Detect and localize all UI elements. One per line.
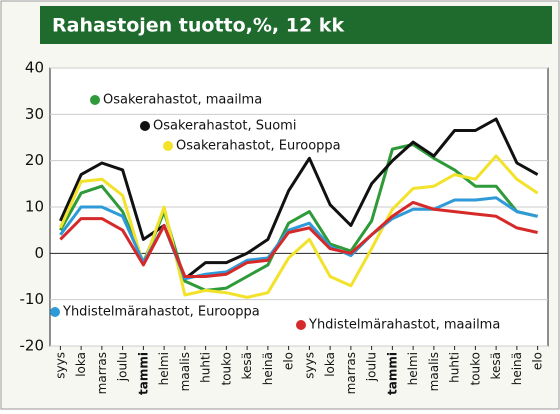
y-tick-label: 30 [25, 105, 44, 123]
x-tick-label: loka [74, 352, 88, 377]
legend-marker [50, 307, 60, 317]
x-tick-label: touko [219, 352, 233, 386]
x-tick-label: tammi [385, 352, 399, 395]
x-tick-label: syys [53, 352, 67, 379]
legend-label: Osakerahastot, Eurooppa [176, 139, 341, 154]
legend-marker [163, 141, 173, 151]
x-tick-label: helmi [157, 352, 171, 385]
y-tick-label: 0 [34, 244, 44, 262]
y-tick-label: -10 [20, 290, 45, 308]
x-tick-label: helmi [406, 352, 420, 385]
series-line [59, 117, 539, 281]
x-tick-label: joulu [365, 352, 379, 382]
x-tick-label: marras [95, 352, 109, 394]
x-tick-label: heinä [261, 352, 275, 385]
x-tick-label: huhti [448, 352, 462, 383]
x-tick-label: syys [302, 352, 316, 379]
x-tick-label: touko [468, 352, 482, 386]
legend-label: Osakerahastot, maailma [103, 93, 262, 108]
legend-label: Yhdistelmärahastot, Eurooppa [62, 305, 260, 320]
x-tick-label: maalis [427, 352, 441, 391]
series-line [59, 196, 538, 281]
x-tick-label: tammi [136, 352, 150, 395]
legend-marker [140, 121, 150, 131]
series-line [59, 200, 538, 278]
legend-label: Yhdistelmärahastot, maailma [308, 318, 500, 333]
x-tick-label: kesä [489, 352, 503, 380]
chart-title: Rahastojen tuotto,%, 12 kk [52, 15, 344, 37]
x-tick-label: joulu [116, 352, 130, 382]
y-tick-label: -20 [20, 337, 45, 355]
y-tick-label: 40 [25, 59, 44, 77]
x-tick-label: huhti [199, 352, 213, 383]
title-box [40, 6, 552, 44]
x-tick-label: maalis [178, 352, 192, 391]
x-tick-label: loka [323, 352, 337, 377]
legend-label: Osakerahastot, Suomi [153, 119, 296, 134]
legend-marker [296, 320, 306, 330]
legend-marker [90, 95, 100, 105]
y-tick-label: 20 [25, 151, 44, 169]
x-tick-label: marras [344, 352, 358, 394]
x-tick-label: kesä [240, 352, 254, 380]
x-tick-label: elo [531, 352, 545, 370]
x-tick-label: heinä [510, 352, 524, 385]
x-tick-label: elo [282, 352, 296, 370]
y-tick-label: 10 [25, 198, 44, 216]
